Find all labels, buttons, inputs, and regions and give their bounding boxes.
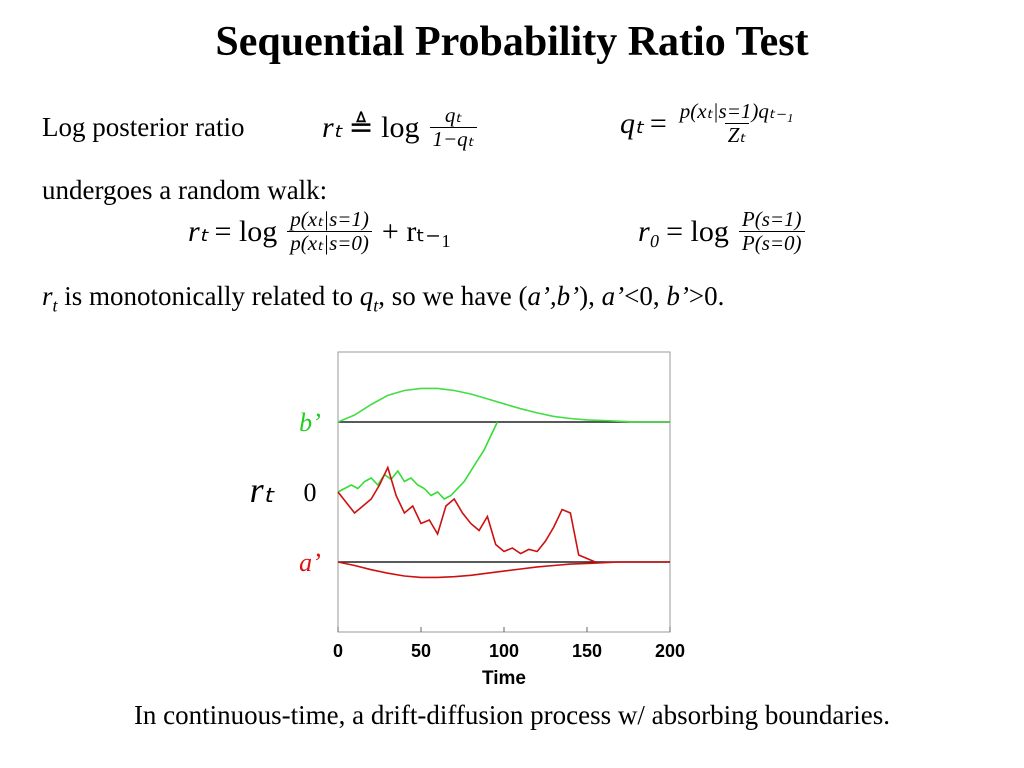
x-tick-label: 100 [489,641,519,661]
x-tick-label: 0 [333,641,343,661]
walk-text: undergoes a random walk: [42,175,328,205]
series-line [337,561,670,579]
x-tick-label: 200 [655,641,685,661]
fraction: qₜ 1−qₜ [429,103,477,151]
numerator: qₜ [444,103,462,127]
y-tick-label: a’ [299,548,321,577]
denominator: Zₜ [724,123,749,147]
x-tick-label: 50 [411,641,431,661]
formula-lhs: qₜ [620,107,644,141]
text: t [373,295,379,316]
y-tick-label: 0 [304,478,317,507]
y-tick-label: b’ [299,408,321,437]
chart: b’ 0 a’ 0 50 100 150 200 Time rₜ [250,351,685,689]
numerator: p(xₜ|s=1) [290,207,369,231]
plot-frame [337,351,671,633]
text: >0. [688,281,725,311]
x-axis-label: Time [482,668,526,689]
text: a’,b’ [527,281,580,311]
text: ), [579,281,602,311]
text: is monotonically related to [57,281,360,311]
formula-op: = log [214,214,278,248]
formula-lhs: r₀ [638,214,661,248]
text: <0, [624,281,667,311]
text: a’ [601,281,625,311]
formula-tail: + rₜ₋₁ [381,215,452,249]
y-axis-label: rₜ [250,470,276,510]
text: b’ [666,281,689,311]
formula: rₜ ≜ log qₜ 1−qₜ [322,103,481,151]
series-line [337,465,596,563]
statement: rt is monotonically related to qt, so we… [42,281,724,316]
fraction: p(xₜ|s=1)qₜ₋₁ Zₜ [677,99,797,147]
denominator: P(s=0) [738,231,805,255]
formula: qₜ = p(xₜ|s=1)qₜ₋₁ Zₜ [620,99,800,147]
denominator: 1−qₜ [429,127,477,151]
formula: rₜ = log p(xₜ|s=1) p(xₜ|s=0) + rₜ₋₁ [188,207,452,255]
text: r [42,281,53,311]
x-tick-label: 150 [572,641,602,661]
formula-op: ≜ log [348,111,420,145]
numerator: P(s=1) [741,207,802,231]
text: t [52,295,58,316]
series-line [337,387,670,423]
numerator: p(xₜ|s=1)qₜ₋₁ [679,99,794,123]
text: q [359,281,374,311]
formula-lhs: rₜ [322,111,343,145]
caption: In continuous-time, a drift-diffusion pr… [133,700,891,730]
series-line [337,421,499,500]
formula-lhs: rₜ [188,215,209,249]
denominator: p(xₜ|s=0) [287,231,372,255]
formula-op: = log [666,214,729,248]
text: , so we have ( [378,281,528,311]
intro-text: Log posterior ratio [42,112,245,142]
slide-title: Sequential Probability Ratio Test [215,19,809,65]
fraction: p(xₜ|s=1) p(xₜ|s=0) [287,207,372,255]
formula: r₀ = log P(s=1) P(s=0) [638,207,809,255]
formula-op: = [649,106,667,140]
fraction: P(s=1) P(s=0) [738,207,805,255]
